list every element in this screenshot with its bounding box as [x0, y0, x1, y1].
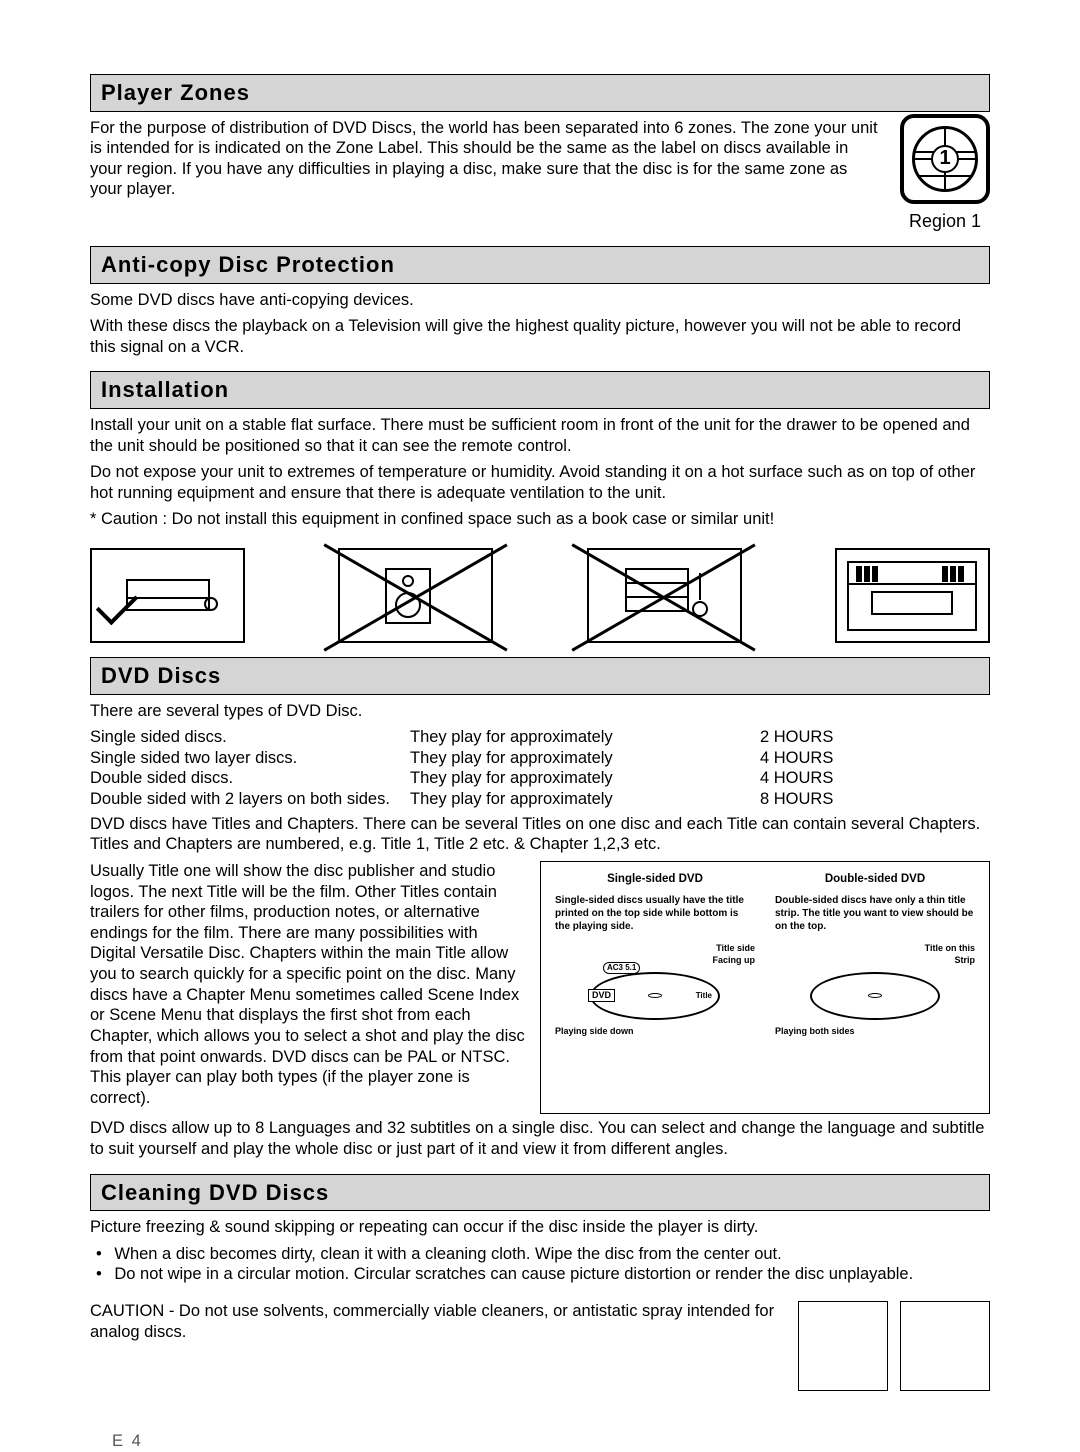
installation-p3: * Caution : Do not install this equipmen…	[90, 509, 990, 530]
disc-row-c3: 4 HOURS	[760, 748, 880, 769]
cleaning-bullet-1: When a disc becomes dirty, clean it with…	[114, 1244, 990, 1265]
disc-type-table: Single sided discs.They play for approxi…	[90, 727, 990, 810]
shelf-icon	[113, 566, 223, 626]
disc-ellipse-icon	[810, 972, 940, 1020]
stack-icon	[614, 561, 714, 631]
dvd-label: DVD	[588, 989, 615, 1002]
region-number: 1	[931, 145, 959, 173]
anticopy-line1: Some DVD discs have anti-copying devices…	[90, 290, 990, 311]
disc-row-c1: Double sided discs.	[90, 768, 410, 789]
disc-row-c2: They play for approximately	[410, 727, 760, 748]
globe-icon: 1	[900, 114, 990, 204]
cleaning-bullet-2: Do not wipe in a circular motion. Circul…	[114, 1264, 990, 1285]
clean-box-1	[798, 1301, 888, 1391]
single-sided-header: Single-sided DVD	[555, 872, 755, 886]
disc-row-c1: Single sided discs.	[90, 727, 410, 748]
title-strip-label: Title on this Strip	[775, 943, 975, 966]
disc-diagram: Single-sided DVD Single-sided discs usua…	[540, 861, 990, 1115]
title-label: Title	[696, 991, 712, 1001]
disc-row-c2: They play for approximately	[410, 789, 760, 810]
install-image-heat	[338, 548, 493, 643]
dvd-titles-paragraph: DVD discs have Titles and Chapters. Ther…	[90, 814, 990, 855]
ac3-label: AC3 5.1	[603, 962, 640, 974]
page-number: E 4	[112, 1431, 990, 1452]
region-label: Region 1	[900, 210, 990, 233]
single-sided-text: Single-sided discs usually have the titl…	[555, 894, 755, 933]
cleaning-diagram-boxes	[798, 1301, 990, 1391]
double-sided-text: Double-sided discs have only a thin titl…	[775, 894, 975, 933]
install-image-stack	[587, 548, 742, 643]
dvd-lang-paragraph: DVD discs allow up to 8 Languages and 32…	[90, 1118, 990, 1159]
double-sided-header: Double-sided DVD	[775, 872, 975, 886]
installation-p1: Install your unit on a stable flat surfa…	[90, 415, 990, 456]
section-header-cleaning: Cleaning DVD Discs	[90, 1174, 990, 1212]
section-header-anticopy: Anti-copy Disc Protection	[90, 246, 990, 284]
disc-row-c1: Double sided with 2 layers on both sides…	[90, 789, 410, 810]
section-header-dvd-discs: DVD Discs	[90, 657, 990, 695]
dvd-long-paragraph: Usually Title one will show the disc pub…	[90, 861, 526, 1109]
dvd-intro: There are several types of DVD Disc.	[90, 701, 990, 722]
section-header-player-zones: Player Zones	[90, 74, 990, 112]
cleaning-bullets: When a disc becomes dirty, clean it with…	[90, 1244, 990, 1285]
install-image-ok	[90, 548, 245, 643]
clean-box-2	[900, 1301, 990, 1391]
anticopy-line2: With these discs the playback on a Telev…	[90, 316, 990, 357]
disc-row-c3: 8 HOURS	[760, 789, 880, 810]
bookcase-icon	[842, 556, 982, 636]
disc-row-c3: 4 HOURS	[760, 768, 880, 789]
disc-ellipse-icon: DVD Title	[590, 972, 720, 1020]
playing-both-sides: Playing both sides	[775, 1026, 975, 1037]
cleaning-caution: CAUTION - Do not use solvents, commercia…	[90, 1301, 778, 1342]
title-side-label: Title side Facing up	[555, 943, 755, 966]
installation-images-row	[90, 548, 990, 643]
player-zones-body: For the purpose of distribution of DVD D…	[90, 118, 880, 201]
disc-row-c2: They play for approximately	[410, 768, 760, 789]
disc-row-c3: 2 HOURS	[760, 727, 880, 748]
install-image-bookcase	[835, 548, 990, 643]
cleaning-p1: Picture freezing & sound skipping or rep…	[90, 1217, 990, 1238]
disc-row-c1: Single sided two layer discs.	[90, 748, 410, 769]
playing-side-down: Playing side down	[555, 1026, 755, 1037]
speaker-icon	[376, 561, 456, 631]
disc-row-c2: They play for approximately	[410, 748, 760, 769]
section-header-installation: Installation	[90, 371, 990, 409]
region-box: 1 Region 1	[900, 114, 990, 233]
installation-p2: Do not expose your unit to extremes of t…	[90, 462, 990, 503]
